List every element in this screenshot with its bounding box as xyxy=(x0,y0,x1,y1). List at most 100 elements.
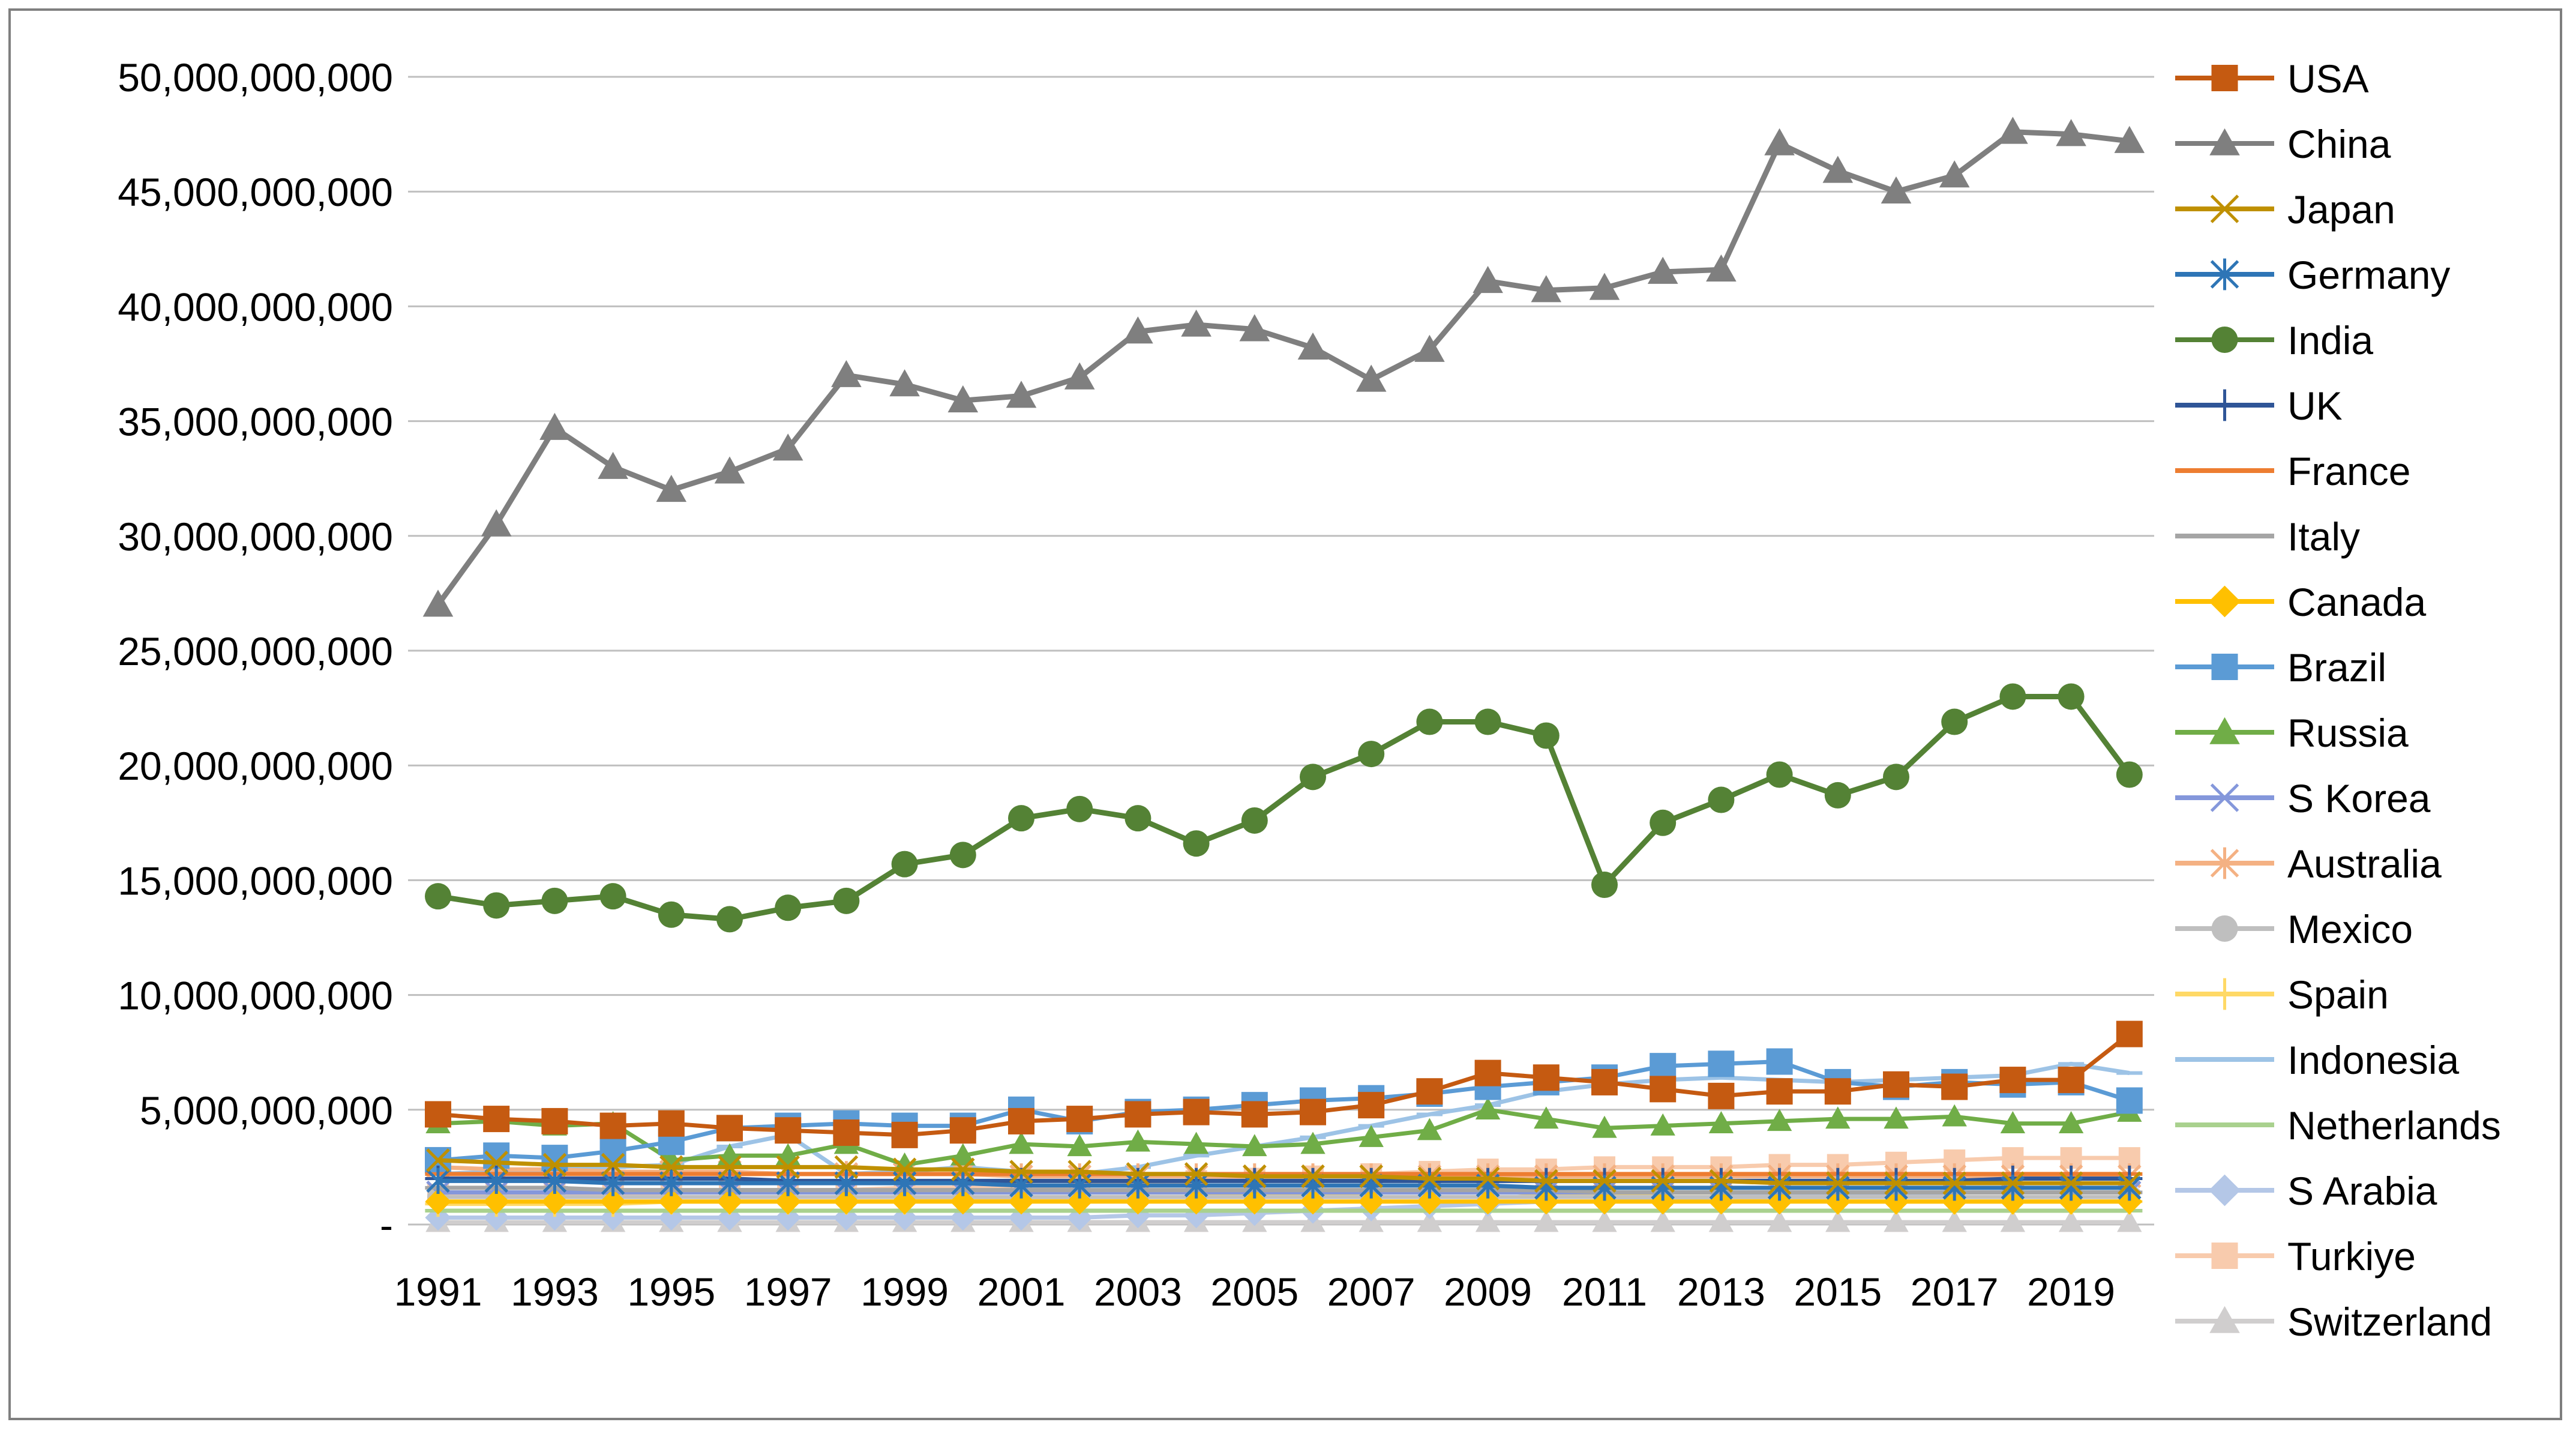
data-point-china xyxy=(2056,119,2086,146)
data-point-china xyxy=(1123,316,1153,344)
data-point-china xyxy=(2114,125,2145,153)
data-point-china xyxy=(1764,128,1795,155)
data-point-canada xyxy=(1358,1188,1384,1215)
legend-item-turkiye: Turkiye xyxy=(2175,1234,2416,1279)
legend-swatch-marker xyxy=(2211,1243,2238,1269)
data-point-japan xyxy=(1359,1164,1383,1188)
data-point-india xyxy=(716,906,743,933)
data-point-switzerland xyxy=(1475,1210,1501,1232)
x-tick-label: 2003 xyxy=(1094,1270,1182,1314)
data-point-japan xyxy=(1184,1162,1208,1186)
data-point-canada xyxy=(775,1188,801,1215)
data-point-switzerland xyxy=(2000,1210,2026,1232)
data-point-japan xyxy=(1534,1169,1558,1193)
legend-swatch-marker xyxy=(2209,717,2240,744)
data-point-russia xyxy=(1592,1115,1617,1138)
data-point-india xyxy=(1766,761,1793,788)
series-line-uk xyxy=(438,1176,2130,1183)
legend-item-netherlands: Netherlands xyxy=(2175,1103,2501,1148)
data-point-switzerland xyxy=(1708,1210,1734,1232)
x-tick-label: 1999 xyxy=(860,1270,949,1314)
data-point-russia xyxy=(2058,1111,2084,1133)
legend-item-uk: UK xyxy=(2175,384,2343,428)
legend-item-germany: Germany xyxy=(2175,253,2450,297)
data-point-usa xyxy=(1591,1068,1618,1095)
data-point-germany xyxy=(1884,1175,1908,1201)
legend-swatch-marker xyxy=(2209,1174,2241,1207)
data-point-china xyxy=(1006,381,1037,408)
data-point-japan xyxy=(659,1155,683,1179)
data-point-china xyxy=(947,385,979,412)
data-point-usa xyxy=(1883,1071,1909,1098)
data-point-japan xyxy=(1067,1160,1091,1184)
data-point-china xyxy=(831,360,862,387)
series-group xyxy=(422,116,2145,1232)
series-line-germany xyxy=(438,1178,2130,1190)
legend-swatch-marker xyxy=(2210,194,2239,223)
data-point-usa xyxy=(1766,1078,1793,1105)
data-point-canada xyxy=(833,1188,859,1215)
data-point-brazil xyxy=(1766,1048,1793,1075)
data-point-japan xyxy=(1651,1169,1675,1193)
data-point-russia xyxy=(1183,1131,1209,1154)
data-point-china xyxy=(714,456,745,484)
data-point-china xyxy=(1473,266,1503,294)
data-point-india xyxy=(1416,708,1443,735)
legend-item-australia: Australia xyxy=(2175,842,2442,886)
data-point-japan xyxy=(1884,1171,1908,1195)
data-point-brazil xyxy=(1708,1050,1735,1077)
x-tick-label: 1991 xyxy=(394,1270,482,1314)
data-point-china xyxy=(1881,176,1912,203)
data-point-india xyxy=(949,842,976,869)
data-point-germany xyxy=(484,1167,508,1194)
legend-label: Switzerland xyxy=(2287,1300,2492,1344)
x-tick-label: 2017 xyxy=(1911,1270,1999,1314)
legend-label: Italy xyxy=(2287,514,2360,559)
legend-swatch-marker xyxy=(2211,327,2238,353)
legend-swatch-marker xyxy=(2209,1306,2240,1333)
data-point-japan xyxy=(892,1157,917,1181)
data-point-india xyxy=(1591,872,1618,899)
y-tick-label: 40,000,000,000 xyxy=(118,285,393,329)
data-point-russia xyxy=(950,1143,976,1166)
data-point-usa xyxy=(1708,1082,1735,1109)
data-point-china xyxy=(1531,275,1562,303)
legend-item-s-korea: S Korea xyxy=(2175,776,2431,821)
legend-label: Turkiye xyxy=(2287,1234,2416,1279)
data-point-canada xyxy=(1416,1188,1443,1215)
data-point-japan xyxy=(776,1155,800,1179)
data-point-india xyxy=(1533,722,1560,749)
y-tick-label: 35,000,000,000 xyxy=(118,400,393,444)
data-point-japan xyxy=(1942,1171,1966,1195)
data-point-canada xyxy=(1241,1188,1268,1215)
data-point-china xyxy=(422,589,454,617)
data-point-china xyxy=(1356,364,1387,392)
data-point-russia xyxy=(1534,1106,1559,1129)
data-point-brazil xyxy=(1650,1053,1677,1080)
data-point-china xyxy=(1064,362,1095,390)
legend-label: China xyxy=(2287,122,2391,166)
data-point-russia xyxy=(1767,1109,1792,1131)
data-point-usa xyxy=(541,1107,568,1134)
y-axis-ticks: - 5,000,000,000 10,000,000,000 15,000,000,0… xyxy=(118,55,393,1247)
data-point-switzerland xyxy=(1417,1210,1443,1232)
data-point-germany xyxy=(1184,1172,1208,1199)
legend-swatch-marker xyxy=(2209,128,2240,155)
data-point-canada xyxy=(716,1188,743,1215)
data-point-china xyxy=(1239,314,1270,342)
legend-item-indonesia: Indonesia xyxy=(2175,1038,2460,1082)
legend-item-switzerland: Switzerland xyxy=(2175,1300,2492,1344)
data-point-germany xyxy=(601,1170,625,1196)
data-point-india xyxy=(1008,805,1034,832)
data-point-india xyxy=(1824,782,1851,809)
y-tick-label: 10,000,000,000 xyxy=(118,974,393,1018)
data-point-canada xyxy=(541,1188,568,1215)
data-point-india xyxy=(1241,807,1268,834)
legend-swatch-marker xyxy=(2211,65,2238,91)
data-point-usa xyxy=(775,1117,802,1144)
data-point-canada xyxy=(1591,1188,1618,1215)
data-point-usa xyxy=(1941,1073,1968,1100)
series-china xyxy=(422,116,2145,617)
data-point-india xyxy=(1066,795,1093,822)
